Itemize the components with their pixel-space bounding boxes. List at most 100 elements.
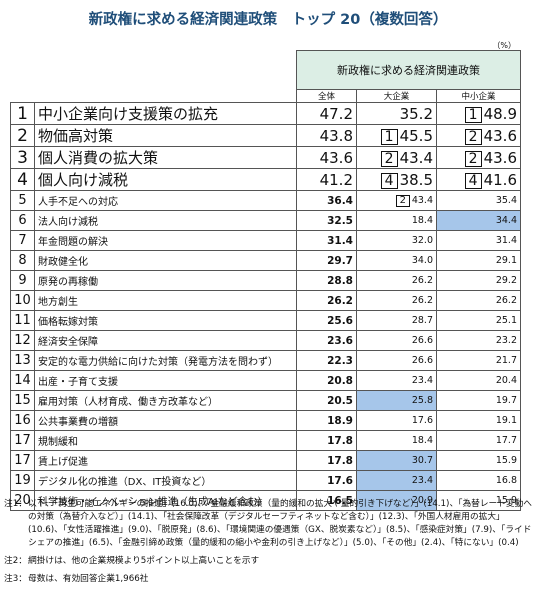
value-all: 18.9: [296, 410, 357, 431]
table-row: 12 経済安全保障 23.6 26.6 23.2: [10, 330, 521, 351]
notes: 注1： 以下、「再生可能エネルギーの推進」(16.0)、「金融緩和政策（量的緩和の…: [4, 498, 532, 586]
value-large: 2 43.4: [356, 190, 437, 211]
policy-label: 年金問題の解決: [34, 230, 297, 251]
value-text: 26.6: [411, 335, 433, 346]
rank-cell: 17: [10, 430, 35, 451]
note-text: 以下、「再生可能エネルギーの推進」(16.0)、「金融緩和政策（量的緩和の拡大や…: [28, 499, 532, 548]
value-sme: 2 43.6: [436, 146, 521, 169]
table-row: 17 規制緩和 17.8 18.4 17.7: [10, 430, 521, 451]
value-text: 26.6: [411, 355, 433, 366]
value-large: 2 43.4: [356, 146, 437, 169]
rank-cell: 20: [10, 490, 35, 511]
table-row: 20 科学技術・イノベーション推進（生成AIなど含む） 16.5 20.9 15.9: [10, 490, 521, 511]
value-text: 20.8: [327, 374, 353, 387]
value-all: 43.6: [296, 146, 357, 169]
value-text: 25.8: [411, 395, 433, 406]
unit-label: （%）: [492, 41, 516, 50]
value-text: 22.3: [327, 354, 353, 367]
value-sme: 16.8: [436, 470, 521, 491]
value-text: 25.6: [327, 314, 353, 327]
value-text: 28.7: [411, 315, 433, 326]
value-text: 17.8: [327, 434, 353, 447]
value-sme: 26.2: [436, 290, 521, 311]
value-text: 29.7: [327, 254, 353, 267]
header-col-large: 大企業: [356, 89, 437, 103]
policy-label: 出産・子育て支援: [34, 370, 297, 391]
value-text: 18.4: [411, 435, 433, 446]
value-all: 17.6: [296, 470, 357, 491]
value-all: 32.5: [296, 210, 357, 231]
value-large: 28.7: [356, 310, 437, 331]
note-3: 注3： 母数は、有効回答企業1,966社: [4, 573, 532, 586]
rank-badge: 4: [380, 172, 398, 189]
table-row: 11 価格転嫁対策 25.6 28.7 25.1: [10, 310, 521, 331]
value-large: 20.9: [356, 490, 437, 511]
value-text: 15.9: [495, 495, 517, 506]
value-sme: 35.4: [436, 190, 521, 211]
value-large: 4 38.5: [356, 168, 437, 191]
policy-label: 法人向け減税: [34, 210, 297, 231]
policy-label: 経済安全保障: [34, 330, 297, 351]
rank-badge: 4: [464, 172, 482, 189]
policy-label: デジタル化の推進（DX、IT投資など）: [34, 470, 297, 491]
value-text: 48.9: [483, 104, 517, 123]
rank-cell: 13: [10, 350, 35, 371]
value-all: 29.7: [296, 250, 357, 271]
policy-label: 規制緩和: [34, 430, 297, 451]
note-key: 注2：: [4, 556, 27, 566]
value-text: 29.2: [495, 275, 517, 286]
value-sme: 29.2: [436, 270, 521, 291]
value-all: 17.8: [296, 450, 357, 471]
value-text: 35.2: [399, 104, 433, 123]
table-row: 3 個人消費の拡大策 43.6 2 43.4 2 43.6: [10, 146, 521, 169]
value-large: 18.4: [356, 430, 437, 451]
value-sme: 2 43.6: [436, 124, 521, 147]
rank-cell: 10: [10, 290, 35, 311]
value-all: 36.4: [296, 190, 357, 211]
table-row: 9 原発の再稼働 28.8 26.2 29.2: [10, 270, 521, 291]
table-row: 17 賃上げ促進 17.8 30.7 15.9: [10, 450, 521, 471]
value-text: 34.4: [495, 215, 517, 226]
value-sme: 4 41.6: [436, 168, 521, 191]
rank-cell: 15: [10, 390, 35, 411]
policy-label: 原発の再稼働: [34, 270, 297, 291]
value-sme: 1 48.9: [436, 102, 521, 125]
rank-cell: 7: [10, 230, 35, 251]
value-text: 21.7: [495, 355, 517, 366]
table-row: 6 法人向け減税 32.5 18.4 34.4: [10, 210, 521, 231]
value-large: 32.0: [356, 230, 437, 251]
note-key: 注3：: [4, 574, 27, 584]
value-text: 28.8: [327, 274, 353, 287]
value-all: 16.5: [296, 490, 357, 511]
policy-label: 公共事業費の増額: [34, 410, 297, 431]
table-row: 5 人手不足への対応 36.4 2 43.4 35.4: [10, 190, 521, 211]
rank-cell: 9: [10, 270, 35, 291]
value-all: 20.8: [296, 370, 357, 391]
value-text: 35.4: [495, 195, 517, 206]
header-spacer: [10, 50, 297, 90]
value-text: 47.2: [319, 104, 353, 123]
value-text: 30.7: [411, 455, 433, 466]
value-text: 38.5: [399, 170, 433, 189]
value-large: 18.4: [356, 210, 437, 231]
table-row: 1 中小企業向け支援策の拡充 47.2 35.2 1 48.9: [10, 102, 521, 125]
value-text: 41.2: [319, 170, 353, 189]
value-all: 26.2: [296, 290, 357, 311]
value-text: 29.1: [495, 255, 517, 266]
value-text: 26.2: [495, 295, 517, 306]
page-title: 新政権に求める経済関連政策 トップ 20（複数回答）: [88, 12, 448, 28]
value-sme: 29.1: [436, 250, 521, 271]
value-text: 16.5: [327, 494, 353, 507]
value-text: 43.6: [483, 148, 517, 167]
rank-badge: 2: [464, 128, 482, 145]
policy-label: 人手不足への対応: [34, 190, 297, 211]
value-text: 23.2: [495, 335, 517, 346]
value-text: 23.4: [411, 475, 433, 486]
value-all: 41.2: [296, 168, 357, 191]
table-row: 7 年金問題の解決 31.4 32.0 31.4: [10, 230, 521, 251]
policy-label: 賃上げ促進: [34, 450, 297, 471]
table-row: 10 地方創生 26.2 26.2 26.2: [10, 290, 521, 311]
value-all: 43.8: [296, 124, 357, 147]
value-large: 23.4: [356, 370, 437, 391]
table-row: 4 個人向け減税 41.2 4 38.5 4 41.6: [10, 168, 521, 191]
